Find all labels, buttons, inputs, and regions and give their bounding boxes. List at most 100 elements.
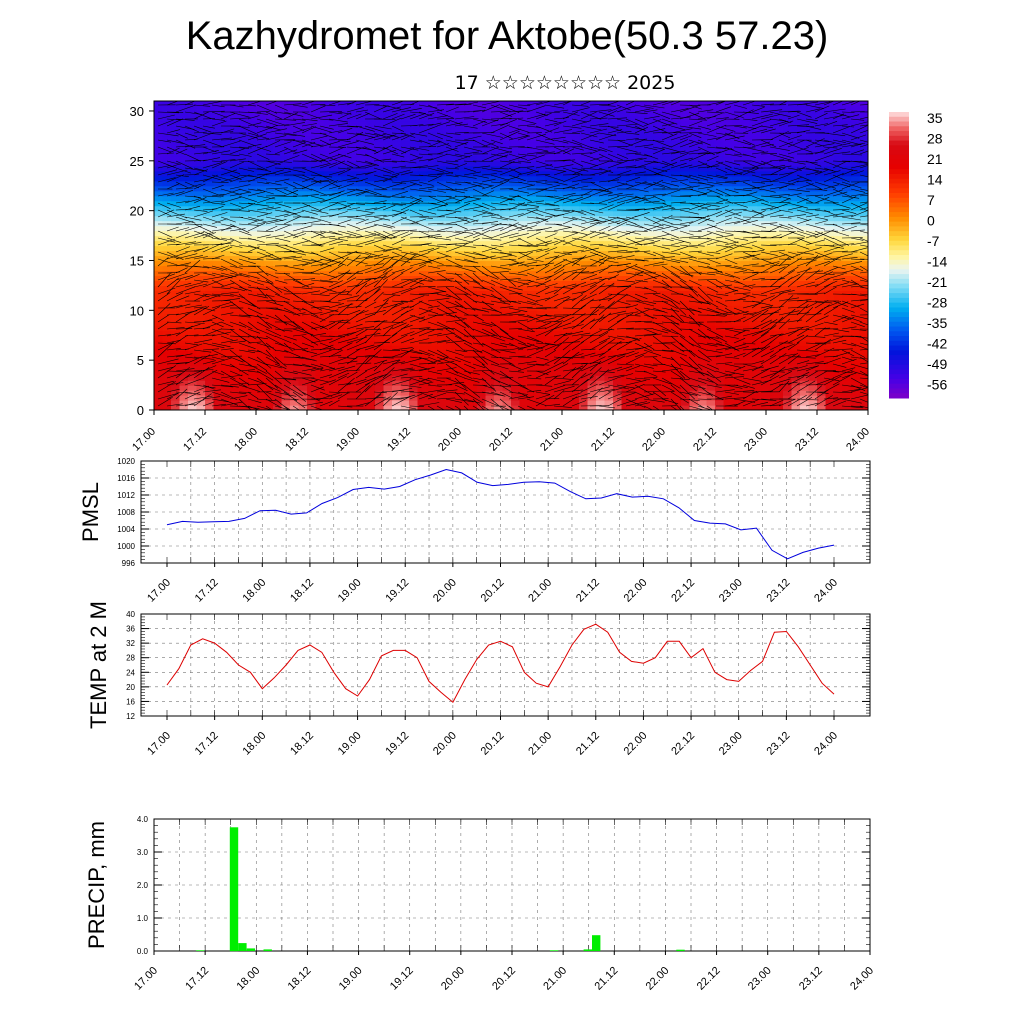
x-tick-label: 18.00 (234, 965, 262, 993)
heatmap-y-tick-label: 15 (130, 253, 144, 268)
temp-panel: 12 16 20 24 28 32 36 40 17.00 17.12 18.00 18.12 19.0… (86, 601, 871, 758)
x-tick-label: 18.00 (240, 577, 268, 605)
x-tick-label: 22.00 (622, 730, 650, 758)
heatmap-x-tick-label: 17.12 (181, 426, 209, 454)
pmsl-panel: 996 1000 1004 1008 1012 1016 1020 17.00 17.12 18.… (78, 457, 871, 605)
colorbar-label: -21 (927, 274, 947, 290)
x-tick-label: 19.12 (388, 965, 416, 993)
x-tick-label: 20.12 (479, 577, 507, 605)
heatmap-x-tick-label: 19.12 (385, 426, 413, 454)
x-tick-label: 23.00 (746, 965, 774, 993)
colorbar-label: -42 (927, 336, 947, 352)
y-tick-label: 28 (126, 654, 135, 663)
x-tick-label: 24.00 (848, 965, 876, 993)
heatmap-x-tick-label: 23.12 (793, 426, 821, 454)
colorbar-label: 28 (927, 131, 943, 147)
heatmap-x-tick-label: 20.12 (487, 426, 515, 454)
y-axis-title: PRECIP, mm (84, 821, 109, 949)
y-tick-label: 1000 (117, 542, 135, 551)
heatmap-y-tick-label: 10 (130, 303, 144, 318)
x-tick-label: 21.00 (541, 965, 569, 993)
y-tick-label: 996 (122, 559, 136, 568)
x-tick-label: 23.12 (765, 577, 793, 605)
chart-subtitle: 17 ☆☆☆☆☆☆☆☆ 2025 (454, 72, 676, 94)
x-tick-label: 24.00 (812, 577, 840, 605)
x-tick-label: 19.00 (336, 577, 364, 605)
x-tick-label: 23.12 (765, 730, 793, 758)
series-line (166, 468, 835, 560)
x-tick-label: 18.12 (288, 577, 316, 605)
colorbar-label: 0 (927, 213, 935, 229)
x-tick-label: 21.12 (574, 577, 602, 605)
x-tick-label: 22.12 (669, 577, 697, 605)
y-tick-label: 32 (126, 639, 135, 648)
x-tick-label: 21.00 (526, 577, 554, 605)
heatmap-x-tick-label: 21.00 (538, 426, 566, 454)
chart-title: Kazhydromet for Aktobe(50.3 57.23) (185, 14, 829, 58)
heatmap-x-tick-label: 23.00 (742, 426, 770, 454)
y-tick-label: 1008 (117, 508, 135, 517)
y-tick-label: 0.0 (137, 947, 149, 956)
x-tick-label: 20.00 (439, 965, 467, 993)
heatmap-cells (154, 101, 868, 410)
x-tick-label: 17.12 (183, 965, 211, 993)
heatmap-y-tick-label: 20 (130, 204, 144, 219)
x-tick-label: 20.12 (490, 965, 518, 993)
heatmap-x-tick-label: 19.00 (334, 426, 362, 454)
heatmap-x-tick-label: 22.12 (691, 426, 719, 454)
y-tick-label: 20 (126, 683, 135, 692)
precip-bar (238, 943, 247, 951)
precip-bar (196, 950, 205, 951)
x-tick-label: 22.00 (644, 965, 672, 993)
x-tick-label: 21.12 (592, 965, 620, 993)
x-tick-label: 17.00 (145, 730, 173, 758)
y-tick-label: 40 (126, 610, 135, 619)
x-tick-label: 19.12 (383, 577, 411, 605)
heatmap-x-tick-label: 18.00 (232, 426, 260, 454)
grid (141, 613, 870, 717)
colorbar-label: -28 (927, 295, 947, 311)
colorbar-label: -35 (927, 315, 947, 331)
x-tick-label: 19.12 (383, 730, 411, 758)
x-tick-label: 17.00 (132, 965, 160, 993)
x-tick-label: 18.12 (286, 965, 314, 993)
colorbar-label: 14 (927, 172, 943, 188)
x-tick-label: 22.00 (622, 577, 650, 605)
y-tick-label: 12 (126, 712, 135, 721)
x-tick-label: 23.00 (717, 577, 745, 605)
y-tick-label: 1012 (117, 491, 135, 500)
y-tick-label: 1.0 (137, 914, 149, 923)
heatmap-x-tick-label: 18.12 (283, 426, 311, 454)
x-tick-label: 17.12 (193, 730, 221, 758)
precip-bar (246, 948, 256, 951)
precip-bar (549, 950, 559, 951)
x-tick-label: 23.12 (797, 965, 825, 993)
precip-bar (676, 949, 685, 951)
colorbar-label: -49 (927, 356, 947, 372)
y-tick-label: 16 (126, 697, 135, 706)
x-tick-label: 18.12 (288, 730, 316, 758)
heatmap-y-tick-label: 5 (137, 353, 144, 368)
x-tick-label: 20.00 (431, 730, 459, 758)
precip-bar (592, 935, 601, 951)
x-tick-label: 21.00 (526, 730, 554, 758)
x-tick-label: 19.00 (336, 730, 364, 758)
heatmap-panel: 0 5 10 15 20 25 30 17.00 17.12 18.00 18.12 19.00 19.… (130, 100, 872, 454)
x-tick-label: 23.00 (717, 730, 745, 758)
heatmap-x-tick-label: 17.00 (130, 426, 158, 454)
y-tick-label: 24 (126, 668, 135, 677)
y-tick-label: 1020 (117, 457, 135, 466)
colorbar: 35 28 21 14 7 0 -7 -14 -21 -28 -35 -42 -49 -56 (889, 110, 947, 399)
x-tick-label: 24.00 (812, 730, 840, 758)
plot-frame (140, 613, 871, 717)
colorbar-label: -14 (927, 254, 947, 270)
colorbar-label: 35 (927, 110, 943, 126)
x-tick-label: 17.00 (145, 577, 173, 605)
x-tick-label: 22.12 (695, 965, 723, 993)
precip-panel: 0.0 1.0 2.0 3.0 4.0 17.00 17.12 18.00 18.12 19.00… (84, 815, 876, 993)
y-axis-title: PMSL (78, 482, 103, 542)
colorbar-label: -56 (927, 377, 947, 393)
heatmap-x-tick-label: 22.00 (640, 426, 668, 454)
precip-bar (229, 827, 239, 952)
